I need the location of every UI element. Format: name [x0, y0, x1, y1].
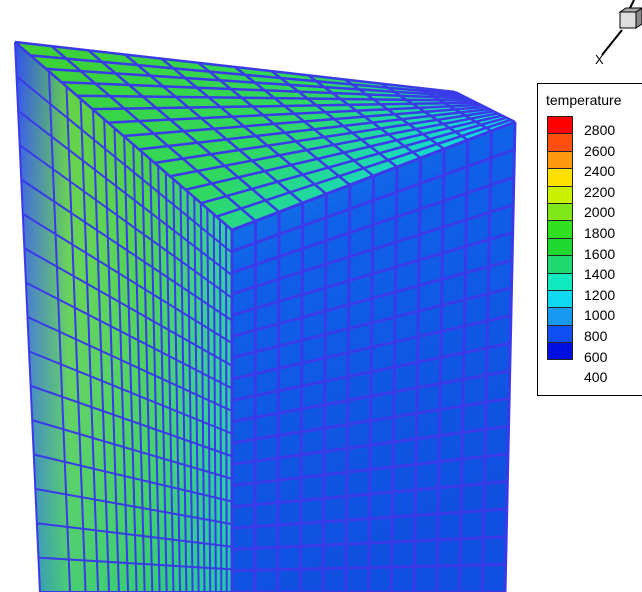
legend-label: 400 [584, 369, 608, 386]
mesh-grid [14, 40, 517, 592]
mesh-line-top [185, 114, 503, 191]
legend-swatch [547, 168, 573, 187]
mesh-line-left [17, 109, 233, 277]
mesh-line-right [231, 507, 507, 530]
legend-label: 1800 [584, 225, 616, 241]
legend-label: 2400 [584, 163, 616, 180]
legend-label: 2200 [584, 183, 616, 200]
mesh-line-left [15, 75, 233, 254]
mesh-line-right [480, 130, 493, 592]
mesh-line-left [36, 522, 233, 548]
mesh-line-top [14, 40, 456, 94]
legend-label: 2600 [584, 142, 616, 159]
mesh-line-top [200, 116, 507, 205]
mesh-line-right [412, 157, 423, 592]
legend-swatch [547, 307, 573, 326]
mesh-line-left [25, 281, 233, 390]
mesh-line-right [231, 203, 514, 296]
mesh-line-left [38, 556, 233, 571]
mesh-line-right [231, 396, 510, 445]
mesh-line-right [231, 175, 515, 275]
legend-label: 600 [584, 348, 608, 365]
legend-swatch [547, 220, 573, 239]
mesh-line-right [231, 148, 515, 253]
legend-swatch [547, 185, 573, 204]
legend-label: 1000 [584, 307, 616, 324]
legend-title: temperature [546, 92, 622, 108]
mesh-line-left [35, 487, 233, 526]
mesh-line-right [231, 424, 509, 466]
legend-label: 1200 [584, 286, 616, 303]
legend-swatch [547, 289, 573, 309]
legend-swatch [547, 255, 573, 274]
legend-swatch [547, 202, 573, 222]
mesh-line-top [45, 67, 464, 98]
mesh-line-left [27, 316, 233, 412]
mesh-line-top [216, 118, 512, 218]
mesh-line-right [231, 562, 506, 573]
axis-triad [601, 0, 642, 56]
legend-swatch [547, 116, 573, 135]
legend-swatches [547, 116, 573, 361]
mesh-line-right [321, 193, 328, 592]
legend-label: 2000 [584, 204, 616, 221]
mesh-line-top [76, 94, 473, 102]
legend-swatch [547, 150, 573, 170]
mesh-line-top [123, 105, 486, 138]
mesh-line-left [20, 178, 233, 322]
mesh-line-right [231, 258, 513, 338]
mesh-line-right [389, 166, 399, 592]
mesh-line-left [22, 213, 233, 344]
mesh-line-right [231, 314, 512, 381]
legend-swatch [547, 324, 573, 344]
mesh-line-right [503, 121, 517, 592]
legend-swatch [547, 342, 573, 361]
legend-label: 1400 [584, 266, 616, 283]
mesh-line-top [138, 107, 490, 151]
mesh-line-left [30, 384, 233, 458]
mesh-line-top [154, 110, 494, 165]
legend-label: 800 [584, 328, 608, 344]
legend: temperature 2800 2600 2400 2200 2000 1800 1600… [537, 83, 642, 396]
mesh-line-right [276, 211, 281, 592]
mesh-line-right [367, 175, 375, 592]
mesh-line-left [28, 350, 233, 435]
mesh-line-right [231, 535, 507, 551]
mesh-line-right [231, 479, 508, 509]
mesh-line-right [253, 220, 258, 592]
legend-swatch [547, 272, 573, 291]
mesh-line-right [231, 452, 509, 488]
mesh-line-top [61, 81, 468, 100]
mesh-line-top [92, 101, 477, 111]
mesh-line-right [231, 286, 512, 360]
axis-x-label: X [595, 52, 604, 67]
legend-swatch [547, 133, 573, 152]
mesh-line-right [458, 139, 470, 592]
legend-swatch [547, 237, 573, 257]
mesh-line-right [298, 202, 305, 592]
legend-label: 1600 [584, 245, 616, 262]
mesh-line-right [231, 369, 510, 424]
mesh-line-top [107, 103, 481, 124]
mesh-line-left [31, 419, 233, 480]
mesh-line-right [435, 148, 446, 592]
mesh-line-right [344, 184, 352, 592]
mesh-line-right [231, 341, 511, 402]
mesh-line-left [23, 247, 233, 367]
mesh-line-left [19, 144, 233, 299]
mesh-line-right [231, 231, 514, 317]
legend-label: 2800 [584, 122, 616, 138]
mesh-line-top [30, 54, 460, 96]
mesh-line-right [231, 120, 516, 232]
mesh-line-left [33, 453, 233, 503]
mesh-line-top [169, 112, 499, 178]
